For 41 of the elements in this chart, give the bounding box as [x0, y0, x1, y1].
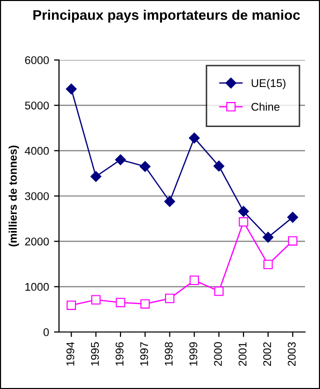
point	[238, 206, 249, 217]
legend-label: UE(15)	[252, 78, 286, 90]
point	[66, 300, 76, 310]
point	[140, 299, 150, 309]
point	[66, 84, 77, 94]
point	[263, 260, 273, 270]
chart-title: Principaux pays importateurs de manioc	[33, 10, 300, 23]
x-tick-label: 1998	[164, 342, 173, 366]
point	[116, 298, 126, 308]
point	[214, 286, 224, 296]
point	[90, 171, 102, 182]
y-tick-label: 2000	[25, 238, 49, 246]
x-tick-label: 2001	[238, 342, 246, 366]
y-tick-label: 0	[44, 328, 49, 336]
point	[164, 196, 176, 207]
point	[165, 294, 174, 304]
y-tick-label: 4000	[24, 146, 49, 155]
y-tick-label: 1000	[25, 282, 49, 291]
point	[288, 236, 298, 246]
point	[262, 232, 274, 243]
point	[91, 295, 101, 304]
point	[190, 276, 199, 286]
x-tick-label: 2002	[263, 342, 272, 366]
point	[188, 132, 200, 144]
x-tick-label: 1994	[66, 342, 74, 366]
legend-label: Chine	[251, 102, 280, 111]
point	[115, 154, 126, 166]
point	[140, 161, 151, 172]
point	[287, 212, 298, 223]
y-tick-label: 3000	[24, 192, 49, 200]
point	[238, 217, 248, 227]
x-tick-label: 1995	[91, 342, 99, 366]
y-axis-title: (milliers de tonnes)	[8, 146, 20, 246]
x-tick-label: 2000	[214, 342, 222, 366]
x-tick-label: 2003	[288, 342, 296, 366]
x-tick-label: 1997	[140, 342, 148, 366]
x-tick-label: 1996	[116, 342, 124, 366]
x-tick-label: 1999	[189, 342, 198, 366]
y-tick-label: 5000	[25, 102, 49, 110]
point	[213, 160, 224, 172]
y-tick-label: 6000	[25, 56, 49, 64]
